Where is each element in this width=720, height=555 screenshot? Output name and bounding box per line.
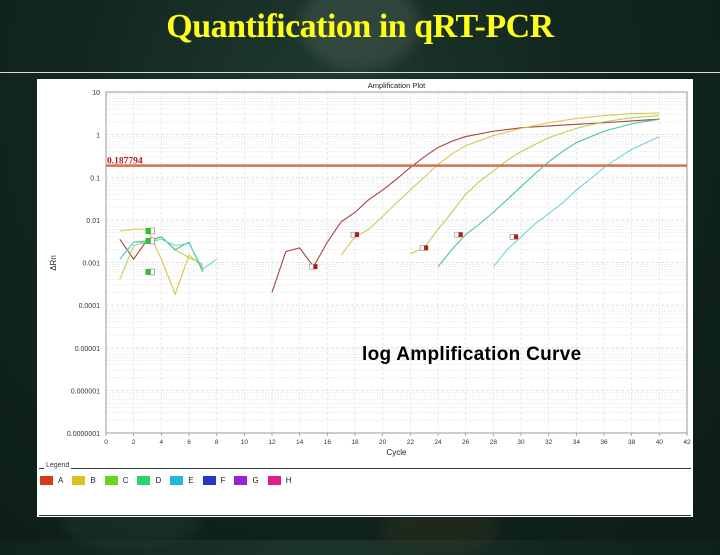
y-tick-label: 0.1 — [90, 175, 100, 182]
ct-marker-outline — [419, 245, 425, 251]
baseline-marker — [145, 227, 151, 234]
legend-label: B — [90, 476, 96, 485]
x-tick-label: 42 — [683, 439, 691, 446]
y-tick-label: 0.01 — [86, 218, 100, 225]
x-tick-label: 0 — [104, 439, 108, 446]
amplification-curve-d — [437, 118, 660, 267]
baseline-marker — [145, 237, 151, 244]
x-tick-label: 38 — [628, 439, 636, 446]
x-tick-label: 20 — [379, 439, 387, 446]
legend-item-g: G — [234, 476, 259, 485]
legend-label: F — [220, 476, 226, 485]
ct-marker — [458, 232, 463, 238]
title-divider — [0, 72, 720, 73]
legend-swatch — [202, 476, 216, 485]
legend-item-c: C — [104, 476, 129, 485]
chart-title: Amplification Plot — [368, 81, 426, 90]
x-tick-label: 34 — [573, 439, 581, 446]
y-tick-label: 0.001 — [82, 261, 100, 268]
y-tick-label: 10 — [92, 90, 100, 97]
legend-swatch — [170, 476, 184, 485]
x-tick-label: 14 — [296, 439, 304, 446]
baseline-curve-b — [119, 228, 204, 296]
x-tick-label: 8 — [215, 439, 219, 446]
ct-marker-outline — [454, 231, 460, 238]
chart-panel — [37, 79, 693, 517]
x-tick-label: 22 — [407, 439, 415, 446]
y-tick-label: 0.00001 — [75, 346, 100, 353]
legend-item-d: D — [137, 476, 161, 485]
y-axis-label: ΔRn — [49, 255, 58, 271]
x-tick-label: 6 — [187, 439, 191, 446]
x-tick-label: 26 — [462, 439, 470, 446]
ct-marker — [514, 234, 519, 240]
amplification-curve-e — [492, 136, 660, 267]
y-tick-label: 1 — [96, 133, 100, 140]
legend-title: Legend — [44, 462, 72, 469]
legend-item-h: H — [267, 476, 292, 485]
amplification-plot: 10 1 0.1 0.01 0.001 0.0001 0.00001 0.000001 0.00… — [49, 81, 691, 457]
x-tick-label: 36 — [600, 439, 608, 446]
legend-label: G — [252, 476, 259, 485]
ct-marker — [424, 245, 429, 251]
amplification-curve-c — [410, 115, 660, 255]
legend: A B C D E F G H — [40, 476, 301, 485]
x-tick-label: 10 — [241, 439, 249, 446]
baseline-marker — [145, 268, 151, 275]
legend-item-b: B — [72, 476, 96, 485]
legend-item-a: A — [40, 476, 63, 485]
legend-swatch — [137, 476, 151, 485]
y-tick-label: 0.0000001 — [67, 431, 100, 438]
baseline-marker-outline — [150, 237, 155, 245]
x-tick-label: 24 — [434, 439, 442, 446]
ct-marker-outline — [509, 234, 515, 240]
x-tick-label: 12 — [268, 439, 276, 446]
x-tick-label: 30 — [517, 439, 525, 446]
x-tick-label: 32 — [545, 439, 553, 446]
amplification-curve-b — [340, 112, 660, 256]
x-axis-label: Cycle — [386, 448, 407, 457]
x-tick-label: 28 — [490, 439, 498, 446]
ct-marker — [313, 264, 318, 270]
baseline-curve-e — [119, 238, 217, 270]
x-tick-label: 2 — [132, 439, 136, 446]
baseline-curve-a — [119, 238, 148, 261]
y-tick-label: 0.0001 — [79, 303, 101, 310]
ct-marker — [355, 232, 359, 238]
legend-swatch — [72, 476, 86, 485]
y-tick-label: 0.000001 — [71, 388, 100, 395]
amplification-curve-a — [271, 118, 660, 293]
slide-title: Quantification in qRT-PCR — [166, 8, 554, 45]
legend-label: A — [58, 476, 64, 485]
x-tick-label: 18 — [351, 439, 359, 446]
legend-item-e: E — [170, 476, 194, 485]
legend-label: D — [155, 476, 162, 485]
baseline-marker-outline — [150, 268, 155, 276]
legend-swatch — [40, 476, 53, 485]
x-tick-label: 40 — [656, 439, 664, 446]
ct-marker-outline — [309, 263, 314, 270]
ct-marker-outline — [350, 231, 356, 238]
legend-item-f: F — [202, 476, 226, 485]
background-decoration — [300, 0, 420, 70]
baseline-marker-outline — [150, 227, 155, 235]
legend-swatch — [267, 476, 281, 485]
legend-swatch — [104, 476, 118, 485]
legend-label: H — [285, 476, 292, 485]
legend-label: E — [188, 476, 194, 485]
x-tick-label: 4 — [160, 439, 164, 446]
threshold-value-label: 0.187794 — [107, 157, 143, 167]
legend-swatch — [234, 476, 248, 485]
annotation-label: log Amplification Curve — [362, 344, 582, 365]
x-tick-label: 16 — [324, 439, 332, 446]
plot-frame — [105, 91, 688, 434]
legend-label: C — [122, 476, 129, 485]
